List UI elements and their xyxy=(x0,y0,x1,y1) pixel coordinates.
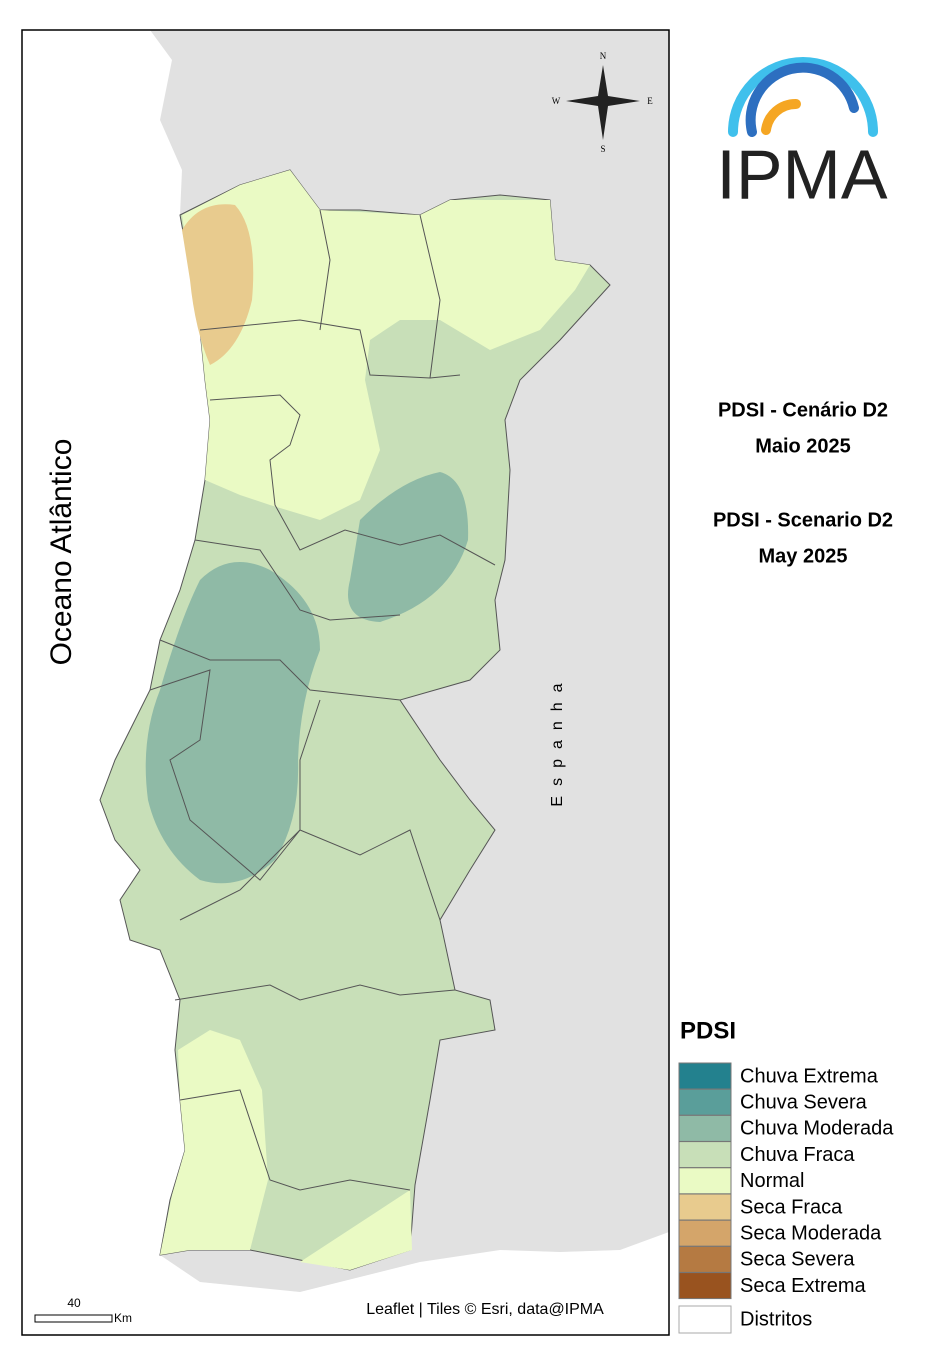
country-label: Espanha xyxy=(549,673,566,806)
legend-label: Chuva Moderada xyxy=(740,1118,894,1140)
compass-w: W xyxy=(552,96,561,106)
date-en: May 2025 xyxy=(759,545,848,567)
attribution: Leaflet | Tiles © Esri, data@IPMA xyxy=(366,1301,604,1318)
scale-bar: 40 Km xyxy=(34,1296,132,1325)
scale-rect xyxy=(34,1314,113,1323)
map-frame xyxy=(21,29,670,1336)
legend-swatch xyxy=(678,1193,732,1221)
legend-swatch xyxy=(678,1219,732,1247)
logo-arc-1 xyxy=(728,57,878,137)
compass-rose xyxy=(566,65,640,140)
chuva-moderada-2 xyxy=(145,562,320,884)
legend-boundary: Distritos xyxy=(740,1308,812,1330)
legend-swatch-boundary xyxy=(678,1305,732,1334)
date-pt: Maio 2025 xyxy=(755,435,851,457)
legend-swatch xyxy=(678,1167,732,1195)
map xyxy=(22,30,669,1335)
logo-arc-3 xyxy=(761,98,801,135)
legend-title: PDSI xyxy=(680,1017,736,1044)
legend-swatch xyxy=(678,1088,732,1116)
legend-label: Seca Fraca xyxy=(740,1196,843,1218)
legend-swatch xyxy=(678,1272,732,1300)
scale-value: 40 xyxy=(67,1296,81,1310)
seca-fraca xyxy=(182,204,254,365)
scale-unit: Km xyxy=(114,1311,132,1325)
legend-label: Seca Extrema xyxy=(740,1275,866,1297)
ocean xyxy=(22,30,669,1335)
chuva-moderada-1 xyxy=(348,472,469,622)
legend: PDSI Distritos Chuva Extrema Chuva Severa… xyxy=(678,1017,894,1334)
legend-swatch xyxy=(678,1062,732,1090)
compass-s: S xyxy=(600,144,605,154)
legend-label: Chuva Extrema xyxy=(740,1065,879,1087)
legend-swatch xyxy=(678,1245,732,1273)
district-borders xyxy=(149,209,496,1191)
legend-label: Normal xyxy=(740,1170,804,1192)
logo-arc-2 xyxy=(745,62,859,137)
compass-n: N xyxy=(600,51,607,61)
legend-swatch xyxy=(678,1141,732,1169)
logo-text: IPMA xyxy=(716,135,887,213)
legend-label: Seca Severa xyxy=(740,1249,855,1271)
compass-e: E xyxy=(647,96,653,106)
logo: IPMA xyxy=(716,57,888,213)
normal-north xyxy=(182,170,590,520)
legend-label: Chuva Fraca xyxy=(740,1144,855,1166)
normal-south xyxy=(160,1030,412,1270)
legend-label: Seca Moderada xyxy=(740,1222,882,1244)
attribution-bg xyxy=(332,1294,639,1324)
title-en: PDSI - Scenario D2 xyxy=(713,509,893,531)
title-pt: PDSI - Cenário D2 xyxy=(718,399,888,421)
legend-label: Chuva Severa xyxy=(740,1091,868,1113)
compass: N E S W xyxy=(552,51,654,154)
legend-swatch xyxy=(678,1114,732,1142)
ocean-label: Oceano Atlântico xyxy=(45,439,78,666)
